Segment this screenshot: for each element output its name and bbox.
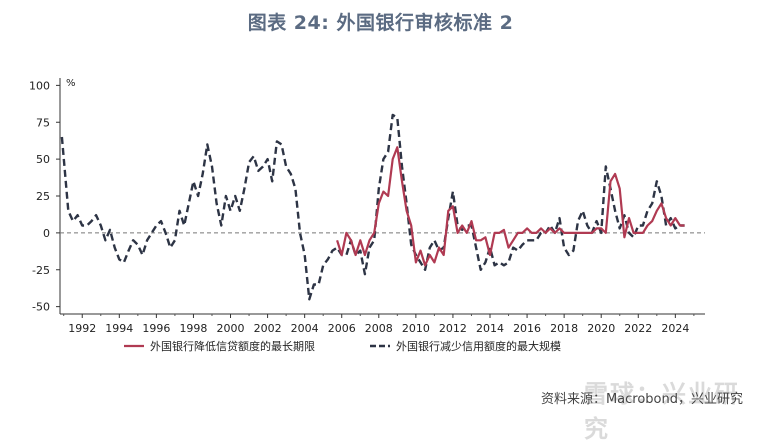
y-tick-label: 50 [36,153,50,166]
x-tick-label: 2000 [217,322,245,335]
line-chart: % 100 75 50 25 0 -25 -50 1992 1994 1996 1998 2000 200… [29,78,705,353]
x-tick-label: 2024 [661,322,689,335]
x-tick-label: 1994 [105,322,133,335]
x-tick-label: 2004 [291,322,319,335]
legend-label-2: 外国银行减少信用额度的最大规模 [396,339,561,353]
chart-title: 图表 24: 外国银行审核标准 2 [247,12,514,34]
legend-label-1: 外国银行降低信贷额度的最长期限 [150,339,315,353]
y-tick-label: 25 [36,190,50,203]
x-tick-label: 2014 [476,322,504,335]
x-tick-label: 2016 [513,322,541,335]
series-line-2 [60,113,685,301]
x-tick-label: 1998 [179,322,207,335]
x-tick-label: 2008 [365,322,393,335]
y-tick-label: -50 [32,301,50,314]
x-tick-label: 2020 [587,322,615,335]
source-note: 资料来源：Macrobond，兴业研究 [540,392,743,407]
x-tick-label: 2002 [254,322,282,335]
x-tick-label: 2022 [624,322,652,335]
y-tick-label: 75 [36,116,50,129]
legend: 外国银行降低信贷额度的最长期限 外国银行减少信用额度的最大规模 [124,339,561,353]
y-unit-label: % [66,78,76,89]
watermark-text: 雪球：兴业研究 [584,380,740,443]
series-line-1 [336,146,685,267]
y-tick-label: 0 [43,227,50,240]
x-tick-label: 1996 [142,322,170,335]
x-tick-label: 2006 [328,322,356,335]
y-tick-label: 100 [29,79,50,92]
x-tick-label: 2018 [550,322,578,335]
y-tick-label: -25 [32,264,50,277]
series-group [60,113,685,301]
x-tick-label: 2010 [402,322,430,335]
x-tick-label: 1992 [68,322,96,335]
x-tick-label: 2012 [439,322,467,335]
axes: % 100 75 50 25 0 -25 -50 1992 1994 1996 1998 2000 200… [29,78,705,335]
